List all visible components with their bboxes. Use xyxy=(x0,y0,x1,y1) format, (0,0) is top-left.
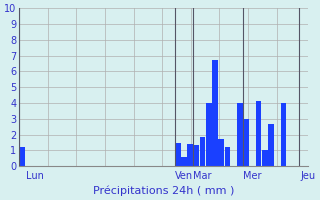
Bar xyxy=(206,103,212,166)
Bar xyxy=(187,144,193,166)
X-axis label: Précipitations 24h ( mm ): Précipitations 24h ( mm ) xyxy=(93,185,235,196)
Bar xyxy=(268,124,274,166)
Bar xyxy=(237,103,243,166)
Bar xyxy=(219,139,224,166)
Bar xyxy=(243,119,249,166)
Bar xyxy=(175,143,180,166)
Bar xyxy=(20,147,25,166)
Bar xyxy=(200,137,205,166)
Bar xyxy=(281,103,286,166)
Bar xyxy=(225,147,230,166)
Bar xyxy=(212,60,218,166)
Bar xyxy=(181,157,187,166)
Bar xyxy=(256,101,261,166)
Bar xyxy=(194,145,199,166)
Bar xyxy=(262,150,268,166)
